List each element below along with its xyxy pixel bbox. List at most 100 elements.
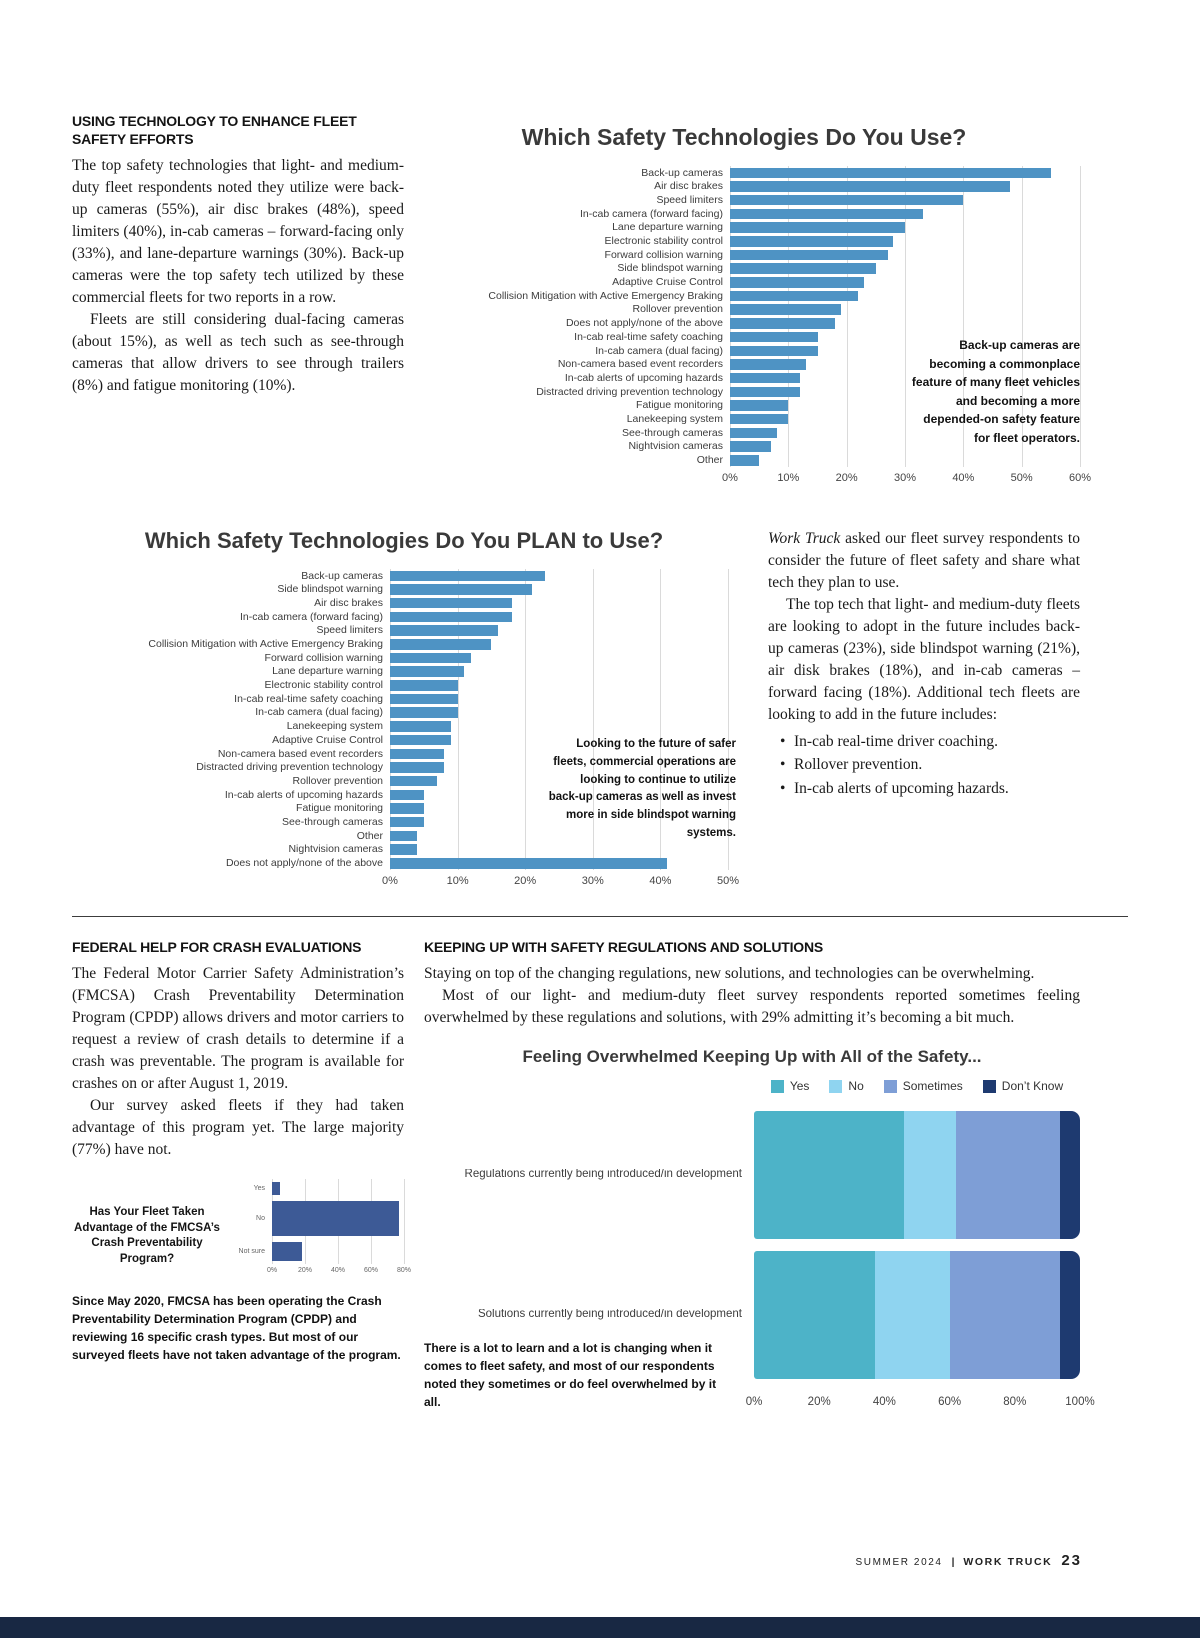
section-heading: KEEPING UP WITH SAFETY REGULATIONS AND S…	[424, 939, 824, 955]
chart-category-label: Speed limiters	[316, 625, 383, 636]
paragraph: Work Truck asked our fleet survey respon…	[768, 528, 1080, 594]
chart-title: Feeling Overwhelmed Keeping Up with All …	[522, 1047, 982, 1067]
chart-row: Lanekeeping system	[408, 412, 1080, 426]
chart-bar-track	[730, 208, 1080, 220]
x-tick-label: 100%	[1065, 1396, 1095, 1409]
chart-caption: Since May 2020, FMCSA has been operating…	[72, 1294, 401, 1363]
chart-category-label: Lane departure warning	[272, 666, 383, 677]
chart-bar-track	[730, 331, 1080, 343]
chart-category-label: Non-camera based event recorders	[217, 748, 383, 760]
section-plan-to-use: Work Truck asked our fleet survey respon…	[768, 528, 1080, 800]
bar-segment	[1060, 1251, 1080, 1380]
x-tick-label: 60%	[363, 1267, 379, 1275]
chart-rows: Back-up cameras Side blindspot warning Air…	[80, 569, 728, 870]
chart-category-label: Air disc brakes	[654, 181, 723, 192]
page-edge-bar	[0, 1617, 1200, 1638]
chart-category-label: See-through cameras	[622, 427, 723, 439]
chart-row: In-cab alerts of upcoming hazards	[408, 371, 1080, 385]
chart-category-label: Adaptive Cruise Control	[612, 277, 723, 288]
chart-bar	[390, 570, 546, 582]
chart-row: Forward collision warning	[408, 248, 1080, 262]
legend-item: Yes	[770, 1079, 809, 1093]
x-tick-label: 80%	[1003, 1396, 1027, 1409]
legend-label: Sometimes	[902, 1079, 963, 1094]
bar-segment	[874, 1251, 950, 1380]
chart-bar-track	[730, 181, 1080, 192]
chart-row: Collision Mitigation with Active Emergen…	[408, 289, 1080, 303]
x-tick-label: 30%	[581, 875, 604, 888]
chart-bar-track	[390, 680, 728, 691]
x-tick-label: 20%	[835, 472, 858, 485]
chart-bar	[390, 803, 424, 814]
chart-bar-track	[390, 611, 728, 623]
gridline	[1021, 166, 1023, 468]
x-tick-label: 50%	[1010, 472, 1033, 485]
chart-plot: Back-up cameras Air disc brakes Speed limi…	[408, 166, 1091, 485]
chart-bar-track	[730, 167, 1080, 179]
chart-bar	[390, 721, 451, 732]
chart-row: In-cab camera (forward facing)	[408, 207, 1080, 221]
paragraph: Most of our light- and medium-duty fleet…	[424, 987, 1080, 1027]
chart-bar-track	[730, 359, 1080, 370]
chart-category-label: Other	[356, 830, 383, 842]
chart-bar	[730, 413, 789, 425]
chart-bar	[730, 359, 806, 370]
chart-row: Air disc brakes	[408, 180, 1080, 194]
x-tick-label: 60%	[1068, 472, 1092, 485]
chart-row: Nightvision cameras	[80, 843, 728, 857]
section-heading: USING TECHNOLOGY TO ENHANCE FLEET SAFETY…	[72, 113, 357, 148]
chart-bar-track	[390, 693, 728, 705]
chart-category-label: Not sure	[238, 1248, 265, 1256]
legend-swatch	[770, 1079, 784, 1093]
chart-category-label: Regulations currently being introduced/i…	[464, 1169, 742, 1181]
chart-bar-track	[390, 707, 728, 718]
chart-row: Air disc brakes	[80, 596, 728, 610]
chart-category-label: Air disc brakes	[314, 597, 383, 609]
bar-segment	[956, 1111, 1061, 1240]
chart-bar-track	[754, 1251, 1080, 1380]
chart-caption: There is a lot to learn and a lot is cha…	[424, 1341, 717, 1410]
chart-bar-track	[390, 625, 728, 636]
footer-issue: SUMMER 2024	[855, 1557, 943, 1568]
chart-bar-track	[730, 263, 1080, 274]
chart-bar	[390, 666, 465, 677]
chart-bar-track	[390, 597, 728, 609]
section-federal-help: FEDERAL HELP FOR CRASH EVALUATIONS The F…	[72, 938, 411, 1364]
chart-category-label: Non-camera based event recorders	[557, 359, 723, 370]
chart-row: In-cab alerts of upcoming hazards	[80, 788, 728, 802]
chart-bar	[730, 194, 964, 206]
chart-bar-track	[730, 318, 1080, 329]
chart-row: Adaptive Cruise Control	[408, 276, 1080, 290]
gridline	[1080, 166, 1081, 468]
chart-bar	[730, 386, 800, 398]
chart-bar-track	[390, 775, 728, 787]
section-heading: FEDERAL HELP FOR CRASH EVALUATIONS	[72, 939, 362, 955]
gridline	[728, 569, 729, 871]
chart-bar-track	[272, 1182, 404, 1196]
chart-row: Adaptive Cruise Control	[80, 733, 728, 747]
footer-magazine-name: WORK TRUCK	[963, 1556, 1053, 1568]
chart-title: Which Safety Technologies Do You Use?	[521, 124, 967, 150]
chart-category-label: Back-up cameras	[301, 570, 383, 582]
gridline	[390, 569, 391, 871]
chart-bar-track	[730, 277, 1080, 288]
chart-bar	[730, 263, 876, 274]
chart-row: In-cab real-time safety coaching	[408, 330, 1080, 344]
legend-item: No	[829, 1079, 864, 1093]
chart-row: See-through cameras	[408, 426, 1080, 440]
chart-row: In-cab real-time safety coaching	[80, 692, 728, 706]
chart-bar-track	[390, 816, 728, 828]
chart-bar-track	[730, 413, 1080, 425]
bar-segment	[949, 1251, 1061, 1380]
chart-bar	[730, 441, 771, 452]
chart-bar-track	[390, 721, 728, 732]
chart-category-label: Lane departure warning	[612, 222, 723, 233]
chart-category-label: Speed limiters	[656, 194, 723, 206]
bar-segment	[903, 1111, 957, 1240]
chart-x-axis: 0% 20% 40% 60% 80%	[267, 1264, 411, 1276]
chart-row: Yes	[232, 1179, 404, 1198]
chart-row: In-cab camera (dual facing)	[80, 706, 728, 720]
chart-bar-track	[754, 1111, 1080, 1240]
chart-rows: Yes No Not sure	[232, 1179, 404, 1264]
